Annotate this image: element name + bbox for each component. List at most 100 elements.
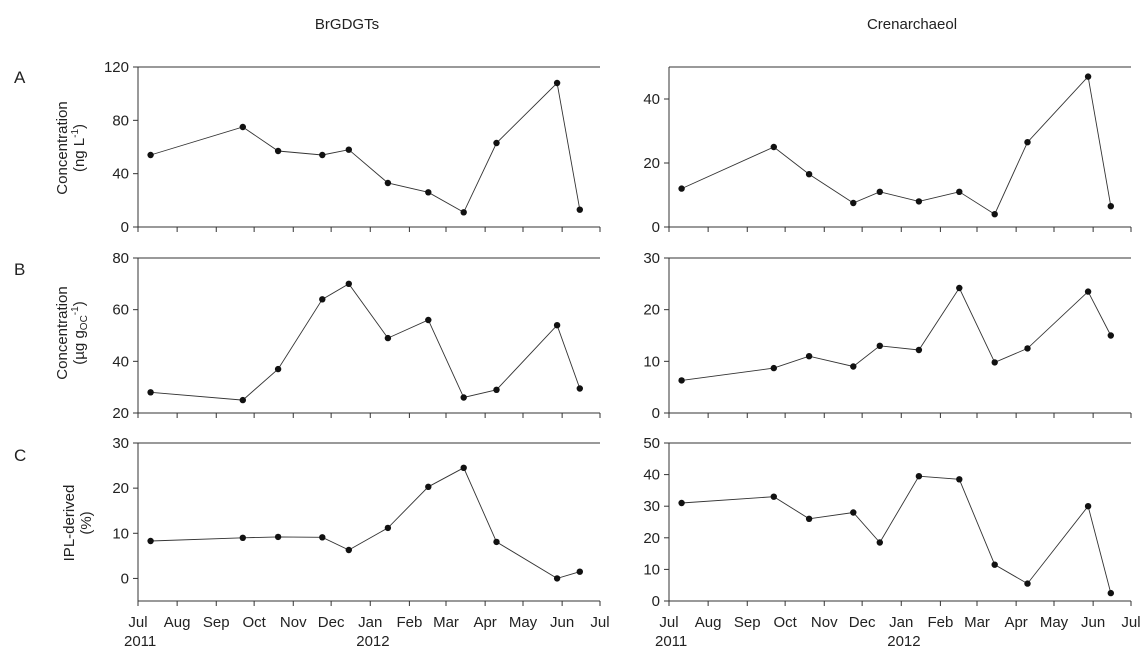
data-point (345, 146, 352, 153)
data-point (425, 189, 432, 196)
y-tick-label: 120 (104, 59, 129, 76)
y-tick-label: 0 (652, 219, 660, 236)
x-tick-label: Oct (773, 614, 797, 631)
y-tick-label: 0 (121, 219, 129, 236)
data-point (991, 359, 998, 366)
data-point (493, 139, 500, 147)
data-point (876, 539, 883, 546)
row-letter-c: C (14, 446, 26, 465)
data-point (425, 316, 432, 324)
y-tick-label: 40 (643, 467, 660, 484)
y-tick-label: 0 (121, 570, 129, 587)
y-axis-label-row-c-line1: IPL-derived (61, 485, 78, 562)
data-point (384, 334, 392, 342)
x-tick-label: Aug (164, 614, 191, 631)
y-tick-label: 30 (643, 498, 660, 515)
x-tick-label: Sep (734, 614, 761, 631)
row-letter-a: A (14, 68, 26, 87)
y-axis-label-row-b-line1: Concentration (54, 286, 71, 379)
y-tick-label: 30 (112, 435, 129, 452)
data-point (1084, 73, 1092, 80)
x-tick-label: Feb (927, 614, 953, 631)
data-point (991, 211, 998, 218)
y-axis-label-row-b-line2: (µg gOC-1) (70, 301, 90, 364)
data-point (678, 377, 685, 384)
data-point (850, 509, 857, 516)
y-axis-label-row-b-unit: (µg g (71, 330, 88, 365)
x-tick-label: Jan (358, 614, 382, 631)
panel-row-b-crenarchaeol: 0 10 20 30 (643, 250, 1132, 422)
x-tick-label: Jun (1081, 614, 1105, 631)
series-line (150, 283, 581, 401)
series-line (681, 475, 1112, 594)
x-tick-label: Mar (964, 614, 990, 631)
data-point (956, 284, 963, 292)
y-axis-label-row-c: IPL-derived (%) (61, 485, 95, 562)
y-tick-label: 20 (112, 480, 129, 497)
x-tick-label: Jul (1121, 614, 1140, 631)
y-axis-label-row-a: Concentration (ng L-1) (54, 101, 88, 194)
x-tick-label: Aug (695, 614, 722, 631)
data-point (239, 396, 246, 404)
y-axis-label-row-b-sub: OC (79, 315, 90, 330)
column-title-crenarchaeol: Crenarchaeol (867, 16, 957, 33)
data-point (493, 386, 500, 393)
data-point (1024, 345, 1031, 352)
row-letter-b: B (14, 260, 25, 279)
y-tick-label: 20 (643, 155, 660, 172)
data-point (1084, 503, 1092, 510)
data-point (915, 198, 923, 205)
series-line (681, 75, 1112, 215)
y-tick-label: 80 (112, 112, 129, 129)
data-point (576, 385, 583, 392)
data-point (460, 464, 467, 471)
data-point (991, 561, 998, 568)
data-point (274, 147, 282, 155)
y-axis-label-row-a-unit: (ng L (71, 138, 88, 172)
y-tick-label: 10 (643, 561, 660, 578)
data-point (770, 364, 777, 372)
y-tick-label: 60 (112, 302, 129, 319)
x-year-label: 2011 (655, 633, 687, 650)
x-tick-label: Jul (659, 614, 678, 631)
data-point (876, 342, 883, 349)
x-tick-label: Oct (242, 614, 266, 631)
data-point (876, 188, 883, 195)
data-point (493, 538, 500, 546)
series-line (150, 467, 580, 579)
data-point (678, 499, 685, 507)
chart-panels: 0 40 80 120 0 20 40 20 40 60 80 0 10 20 30 0 10 20 30 Jul Au… (104, 59, 1141, 650)
data-point (915, 473, 923, 480)
y-tick-label: 80 (112, 250, 129, 267)
data-point (553, 79, 561, 87)
data-point (147, 151, 154, 159)
data-point (805, 515, 813, 522)
y-axis-label-row-b-sup: -1 (70, 306, 81, 315)
x-tick-label: Apr (473, 614, 496, 631)
data-point (850, 363, 857, 370)
data-point (345, 280, 352, 287)
data-point (1107, 332, 1115, 339)
x-tick-label: May (509, 614, 538, 631)
data-point (274, 365, 282, 373)
x-tick-label: Feb (396, 614, 422, 631)
x-tick-label: Mar (433, 614, 459, 631)
data-point (1107, 589, 1115, 597)
data-point (1024, 139, 1031, 146)
data-point (915, 346, 923, 354)
y-axis-label-row-b-end: ) (71, 301, 88, 306)
y-tick-label: 20 (643, 530, 660, 547)
y-tick-label: 20 (643, 302, 660, 319)
data-point (770, 143, 777, 151)
data-point (770, 493, 777, 500)
y-axis-label-row-c-line2: (%) (78, 511, 95, 534)
x-year-label: 2012 (887, 633, 920, 650)
y-axis-label-row-a-sup: -1 (70, 129, 81, 138)
data-point (553, 322, 561, 329)
y-tick-label: 40 (112, 353, 129, 370)
data-point (956, 476, 963, 483)
panel-row-a-crenarchaeol: 0 20 40 (643, 66, 1132, 236)
column-title-brgdgts: BrGDGTs (315, 16, 379, 33)
data-point (805, 171, 813, 178)
